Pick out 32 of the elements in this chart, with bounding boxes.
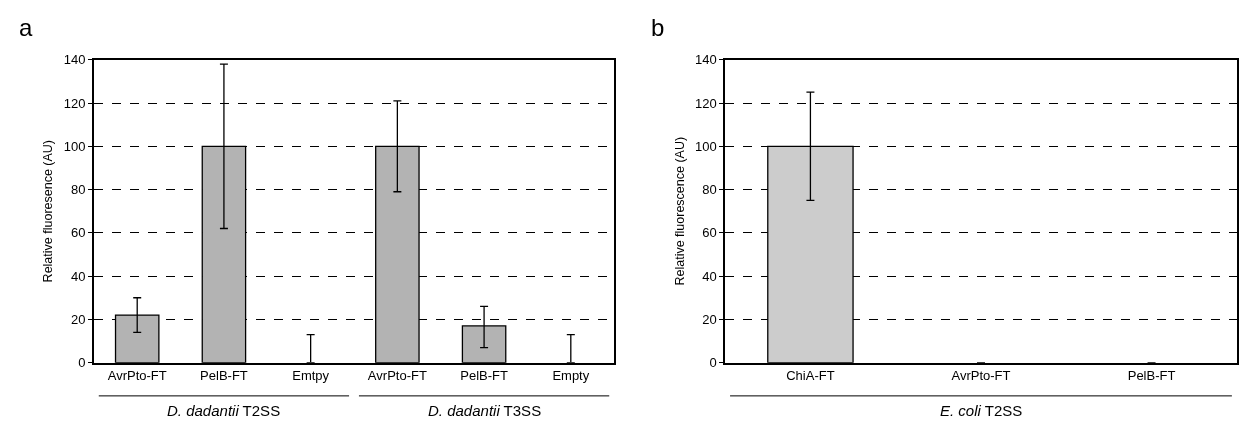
text: D. dadantii T2SS bbox=[167, 402, 281, 419]
y-tick-label: 40 bbox=[702, 268, 717, 284]
y-tick-label: 100 bbox=[695, 138, 717, 154]
y-tick-label: 20 bbox=[71, 311, 86, 327]
chart-title: a bbox=[19, 14, 33, 41]
chart-title: b bbox=[651, 14, 665, 41]
x-tick-label: Emtpy bbox=[292, 368, 330, 384]
y-tick-label: 0 bbox=[78, 355, 86, 371]
y-tick-label: 80 bbox=[702, 182, 717, 198]
y-tick-label: 140 bbox=[695, 52, 717, 68]
y-tick-label: 40 bbox=[71, 268, 86, 284]
y-tick-label: 100 bbox=[63, 138, 86, 154]
y-tick-label: 60 bbox=[702, 225, 717, 241]
x-tick-label: AvrPto-FT bbox=[107, 368, 167, 384]
y-tick-label: 60 bbox=[71, 225, 86, 241]
x-tick-label: PelB-FT bbox=[200, 368, 248, 384]
y-axis-title: Relative fluoresence (AU) bbox=[41, 139, 56, 283]
y-tick-label: 0 bbox=[709, 355, 717, 371]
x-tick-label: Empty bbox=[552, 368, 590, 384]
y-tick-label: 120 bbox=[695, 95, 717, 111]
x-tick-label: PelB-FT bbox=[460, 368, 508, 384]
y-tick-label: 80 bbox=[71, 182, 86, 198]
x-tick-label: AvrPto-FT bbox=[951, 368, 1011, 384]
text: D. dadantii T3SS bbox=[428, 402, 542, 419]
y-tick-label: 140 bbox=[63, 52, 86, 68]
y-axis-title: Relative fluorescence (AU) bbox=[672, 136, 687, 286]
x-tick-label: ChiA-FT bbox=[786, 368, 835, 384]
y-tick-label: 120 bbox=[63, 95, 86, 111]
x-tick-label: AvrPto-FT bbox=[367, 368, 427, 384]
x-tick-label: PelB-FT bbox=[1127, 368, 1176, 384]
y-tick-label: 20 bbox=[702, 311, 717, 327]
text: E. coli T2SS bbox=[940, 402, 1023, 419]
